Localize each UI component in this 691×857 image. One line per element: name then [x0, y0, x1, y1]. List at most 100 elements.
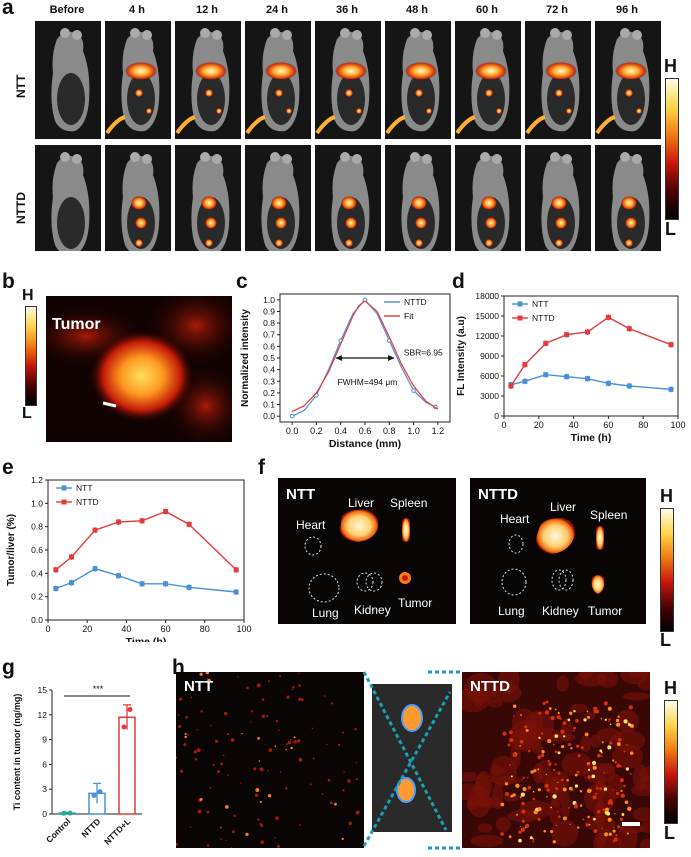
speckle	[604, 832, 609, 837]
speckle	[321, 793, 324, 795]
speckle	[557, 815, 561, 819]
tissue-region	[470, 834, 504, 847]
x-tick-label: 0	[45, 624, 50, 634]
speckle	[593, 706, 598, 711]
tissue-region	[622, 692, 650, 701]
speckle	[287, 741, 292, 745]
speckle	[197, 809, 202, 814]
speckle	[552, 794, 557, 799]
speckle	[599, 749, 603, 753]
colorbar-f-high: H	[660, 486, 673, 506]
speckle	[567, 718, 571, 722]
mouse-image	[35, 21, 101, 139]
mouse-image	[525, 21, 591, 139]
speckle	[573, 726, 576, 730]
speckle	[176, 756, 178, 759]
speckle	[521, 819, 525, 823]
organ-ntt-tumor: Tumor	[398, 596, 433, 610]
speckle	[220, 838, 223, 840]
speckle	[187, 733, 189, 736]
speckle	[299, 824, 302, 826]
plot-frame	[503, 295, 679, 417]
speckle	[209, 786, 212, 789]
tissue-region	[593, 828, 622, 848]
speckle	[512, 793, 516, 797]
speckle	[595, 709, 600, 714]
speckle	[518, 830, 522, 834]
chart-d: 0 20 40 60 80 100 0 3000 6000 9000 12000 15000 18000…	[456, 291, 686, 444]
tissue-region	[551, 819, 579, 847]
speckle	[537, 755, 542, 760]
data-point	[139, 581, 145, 587]
speckle	[312, 757, 315, 760]
speckle	[512, 704, 517, 709]
speckle	[538, 711, 542, 715]
chart-e: 0 20 40 60 80 100 0.0 0.2 0.4 0.6 0.8 1.0 1.2 Time (h…	[6, 475, 252, 642]
speckle	[509, 764, 511, 766]
legend-label: NTTD	[532, 313, 555, 323]
y-tick-label: 0.4	[31, 568, 43, 578]
speckle	[554, 750, 558, 754]
speckle	[624, 800, 629, 804]
y-tick-label: 0.8	[31, 522, 43, 532]
tissue-region	[637, 677, 650, 691]
y-tick-label: 0.3	[263, 376, 275, 386]
data-point	[69, 580, 75, 586]
speckle	[227, 774, 229, 776]
speckle	[508, 835, 512, 839]
speckle	[520, 792, 525, 797]
data-point	[186, 584, 192, 590]
speckle	[178, 697, 183, 701]
speckle	[525, 728, 529, 733]
legend-marker	[61, 499, 67, 505]
speckle	[538, 736, 541, 739]
speckle	[566, 779, 569, 782]
speckle	[516, 813, 519, 816]
speckle	[342, 731, 344, 734]
speckle	[579, 790, 583, 793]
speckle	[596, 786, 599, 790]
speckle	[524, 725, 528, 729]
speckle	[519, 739, 524, 744]
speckle	[225, 839, 227, 841]
speckle	[309, 783, 312, 786]
speckle	[199, 672, 203, 676]
data-point	[53, 586, 59, 591]
y-axis-label: Ti content in tumor (ng/mg)	[12, 694, 22, 811]
speckle	[258, 768, 260, 770]
speckle	[255, 788, 260, 792]
speckle	[289, 738, 292, 741]
y-axis-label: FL Intensity (a.u)	[456, 316, 467, 396]
data-point	[543, 372, 549, 378]
speckle	[502, 731, 507, 736]
speckle	[617, 715, 620, 718]
speckle	[603, 701, 608, 706]
speckle	[260, 840, 265, 845]
speckle	[533, 769, 537, 773]
speckle	[520, 827, 525, 832]
speckle	[616, 722, 621, 727]
y-tick-label: 3	[42, 784, 47, 794]
speckle	[617, 825, 621, 829]
organ-ntt-lung: Lung	[312, 606, 339, 620]
speckle	[608, 799, 613, 803]
speckle	[178, 725, 182, 728]
speckle	[285, 743, 288, 746]
speckle	[298, 672, 300, 674]
data-point	[53, 567, 59, 573]
speckle	[230, 738, 235, 742]
speckle	[259, 822, 262, 826]
mouse-image	[105, 145, 171, 263]
speckle	[532, 791, 535, 793]
speckle	[530, 770, 534, 774]
speckle	[343, 771, 345, 773]
speckle	[285, 748, 287, 751]
speckle	[184, 732, 187, 736]
speckle	[254, 793, 259, 798]
speckle	[618, 737, 622, 742]
tissue-region	[462, 688, 490, 713]
speckle	[585, 823, 589, 827]
colorbar-a-high: H	[664, 56, 677, 76]
mouse-image	[315, 145, 381, 263]
speckle	[623, 784, 626, 788]
